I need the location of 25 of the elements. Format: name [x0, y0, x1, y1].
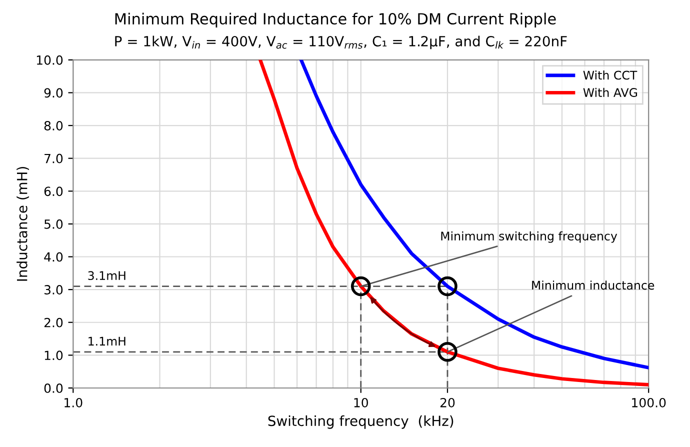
y-tick-label: 8.0 [44, 120, 63, 130]
y-axis-title: Inductance (mH) [16, 166, 29, 281]
x-tick-label: 10 [354, 398, 368, 408]
annotation: Minimum switching frequency [441, 231, 618, 243]
y-tick-label: 6.0 [44, 186, 63, 196]
legend-label: With AVG [583, 88, 638, 97]
text: P = 1kW, V$_{in}$ = 400V, V$_{ac}$ = 110V$_{rms}$, C₁ = 1.2µF, and C$_{lk}$ = 220nF [115, 36, 567, 50]
x-tick-label: 1.0 [64, 398, 82, 408]
x-tick-label: 100.0 [632, 398, 666, 408]
y-tick-label: 9.0 [44, 88, 63, 98]
y-tick-label: 5.0 [44, 219, 63, 229]
y-tick-label: 7.0 [44, 154, 63, 164]
y-tick-label: 0.0 [44, 383, 63, 393]
y-tick-label: 1.0 [44, 350, 63, 360]
y-tick-label: 2.0 [44, 318, 63, 328]
y-tick-label: 10.0 [36, 55, 63, 65]
x-axis-title: Switching frequency (kHz) [268, 415, 454, 429]
y-tick-label: 3.0 [44, 285, 63, 294]
chart-title: Minimum Required Inductance for 10% DM Current Ripple [115, 12, 556, 28]
x-tick-label: 20 [440, 398, 455, 408]
annotation: 3.1mH [88, 271, 126, 280]
y-tick-label: 4.0 [44, 252, 63, 262]
annotation: 1.1mH [88, 336, 126, 346]
legend-label: With CCT [583, 70, 638, 80]
annotation: Minimum inductance [532, 280, 654, 290]
